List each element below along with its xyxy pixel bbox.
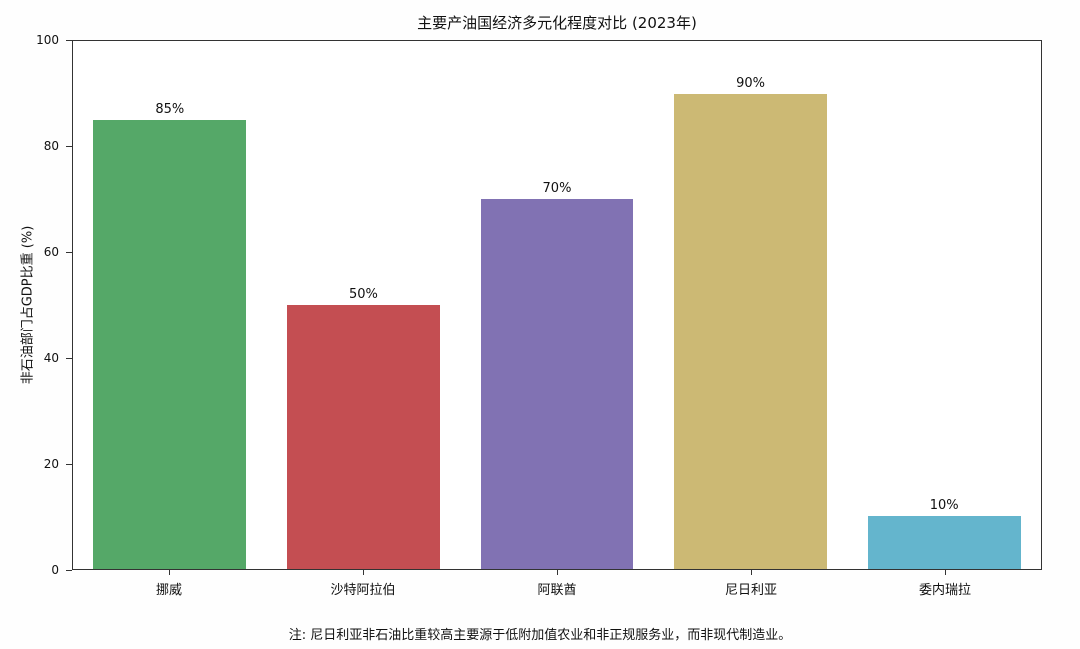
y-tick-mark	[66, 357, 72, 359]
bar-value-label: 70%	[542, 181, 572, 197]
y-axis-ticks: 0 20 40 60 80 100	[0, 34, 72, 576]
x-axis-labels: 挪威 沙特阿拉伯 阿联酋 尼日利亚 委内瑞拉	[72, 570, 1042, 598]
bar-value-label: 10%	[929, 498, 959, 514]
bars: 85% 50% 70% 90% 10%	[73, 41, 1041, 569]
y-tick-label: 100	[36, 33, 59, 47]
y-tick-mark	[66, 463, 72, 465]
y-tick-label: 40	[43, 351, 59, 365]
y-tick-label: 0	[51, 563, 59, 577]
y-tick: 40	[44, 352, 72, 364]
y-tick-label: 60	[43, 245, 59, 259]
bar-slot: 90%	[654, 41, 848, 569]
bar	[286, 305, 440, 569]
x-tick-mark	[751, 570, 752, 575]
bar-slot: 85%	[73, 41, 267, 569]
x-tick-mark	[557, 570, 558, 575]
bar-slot: 70%	[460, 41, 654, 569]
y-tick-mark	[66, 251, 72, 253]
chart-note: 注: 尼日利亚非石油比重较高主要源于低附加值农业和非正规服务业，而非现代制造业。	[288, 628, 792, 643]
y-tick-mark	[66, 569, 72, 571]
plot-area: 85% 50% 70% 90% 10%	[72, 40, 1042, 570]
y-tick: 60	[44, 246, 72, 258]
x-tick-mark	[945, 570, 946, 575]
x-tick-label: 沙特阿拉伯	[330, 583, 396, 598]
x-tick-mark	[363, 570, 364, 575]
y-tick: 80	[44, 140, 72, 152]
bar-value-label: 85%	[155, 102, 185, 118]
x-tick-label: 挪威	[155, 583, 182, 598]
x-tick-label: 尼日利亚	[724, 583, 777, 598]
bar	[674, 93, 828, 569]
y-tick-label: 20	[43, 457, 59, 471]
bar	[93, 120, 247, 569]
x-tick-slot: 挪威	[72, 570, 266, 598]
y-tick: 0	[51, 564, 72, 576]
x-tick-slot: 沙特阿拉伯	[266, 570, 460, 598]
y-tick-mark	[66, 39, 72, 41]
chart-title: 主要产油国经济多元化程度对比 (2023年)	[417, 14, 697, 32]
x-tick-label: 阿联酋	[537, 583, 577, 598]
y-tick: 20	[44, 458, 72, 470]
y-tick-label: 80	[43, 139, 59, 153]
bar-value-label: 50%	[348, 287, 378, 302]
bar-slot: 50%	[267, 41, 461, 569]
x-tick-mark	[169, 570, 170, 575]
bar-value-label: 90%	[736, 75, 766, 91]
y-tick-mark	[66, 145, 72, 147]
bar	[867, 516, 1021, 569]
x-tick-slot: 委内瑞拉	[848, 570, 1042, 598]
x-tick-slot: 阿联酋	[460, 570, 654, 598]
x-tick-slot: 尼日利亚	[654, 570, 848, 598]
y-tick: 100	[36, 34, 72, 46]
x-tick-label: 委内瑞拉	[918, 583, 971, 598]
bar	[480, 199, 634, 569]
bar-slot: 10%	[847, 41, 1041, 569]
